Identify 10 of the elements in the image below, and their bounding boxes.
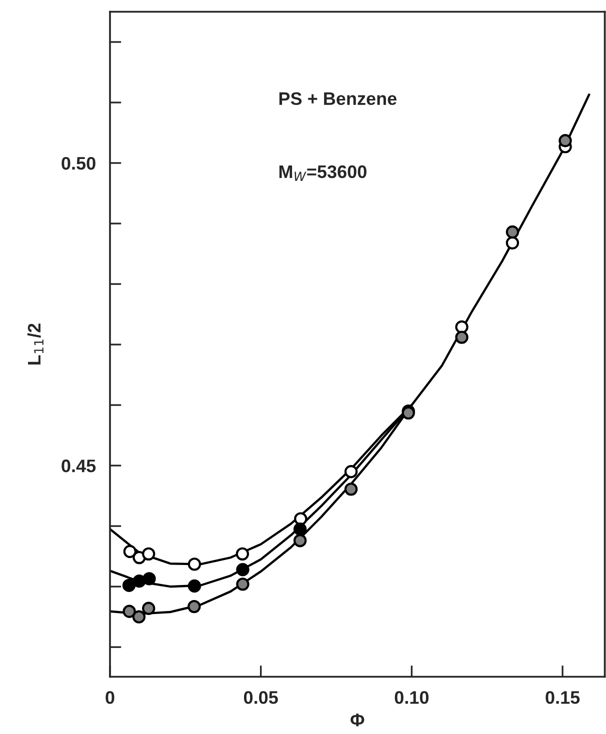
x-tick-label: 0.05 [244, 691, 278, 704]
x-tick-label: 0.10 [394, 691, 429, 704]
annotation: M$_{W}$=53600 [279, 165, 366, 181]
x-tick-label: 0 [106, 691, 114, 704]
y-tick-label: 0.50 [62, 156, 96, 170]
x-axis-title: Φ [350, 714, 364, 726]
x-tick-label: 0.15 [546, 691, 580, 704]
y-tick-label: 0.45 [62, 460, 96, 472]
y-axis-title: L$_{11}$/2 [27, 324, 44, 365]
annotation: PS + Benzene [279, 92, 397, 106]
